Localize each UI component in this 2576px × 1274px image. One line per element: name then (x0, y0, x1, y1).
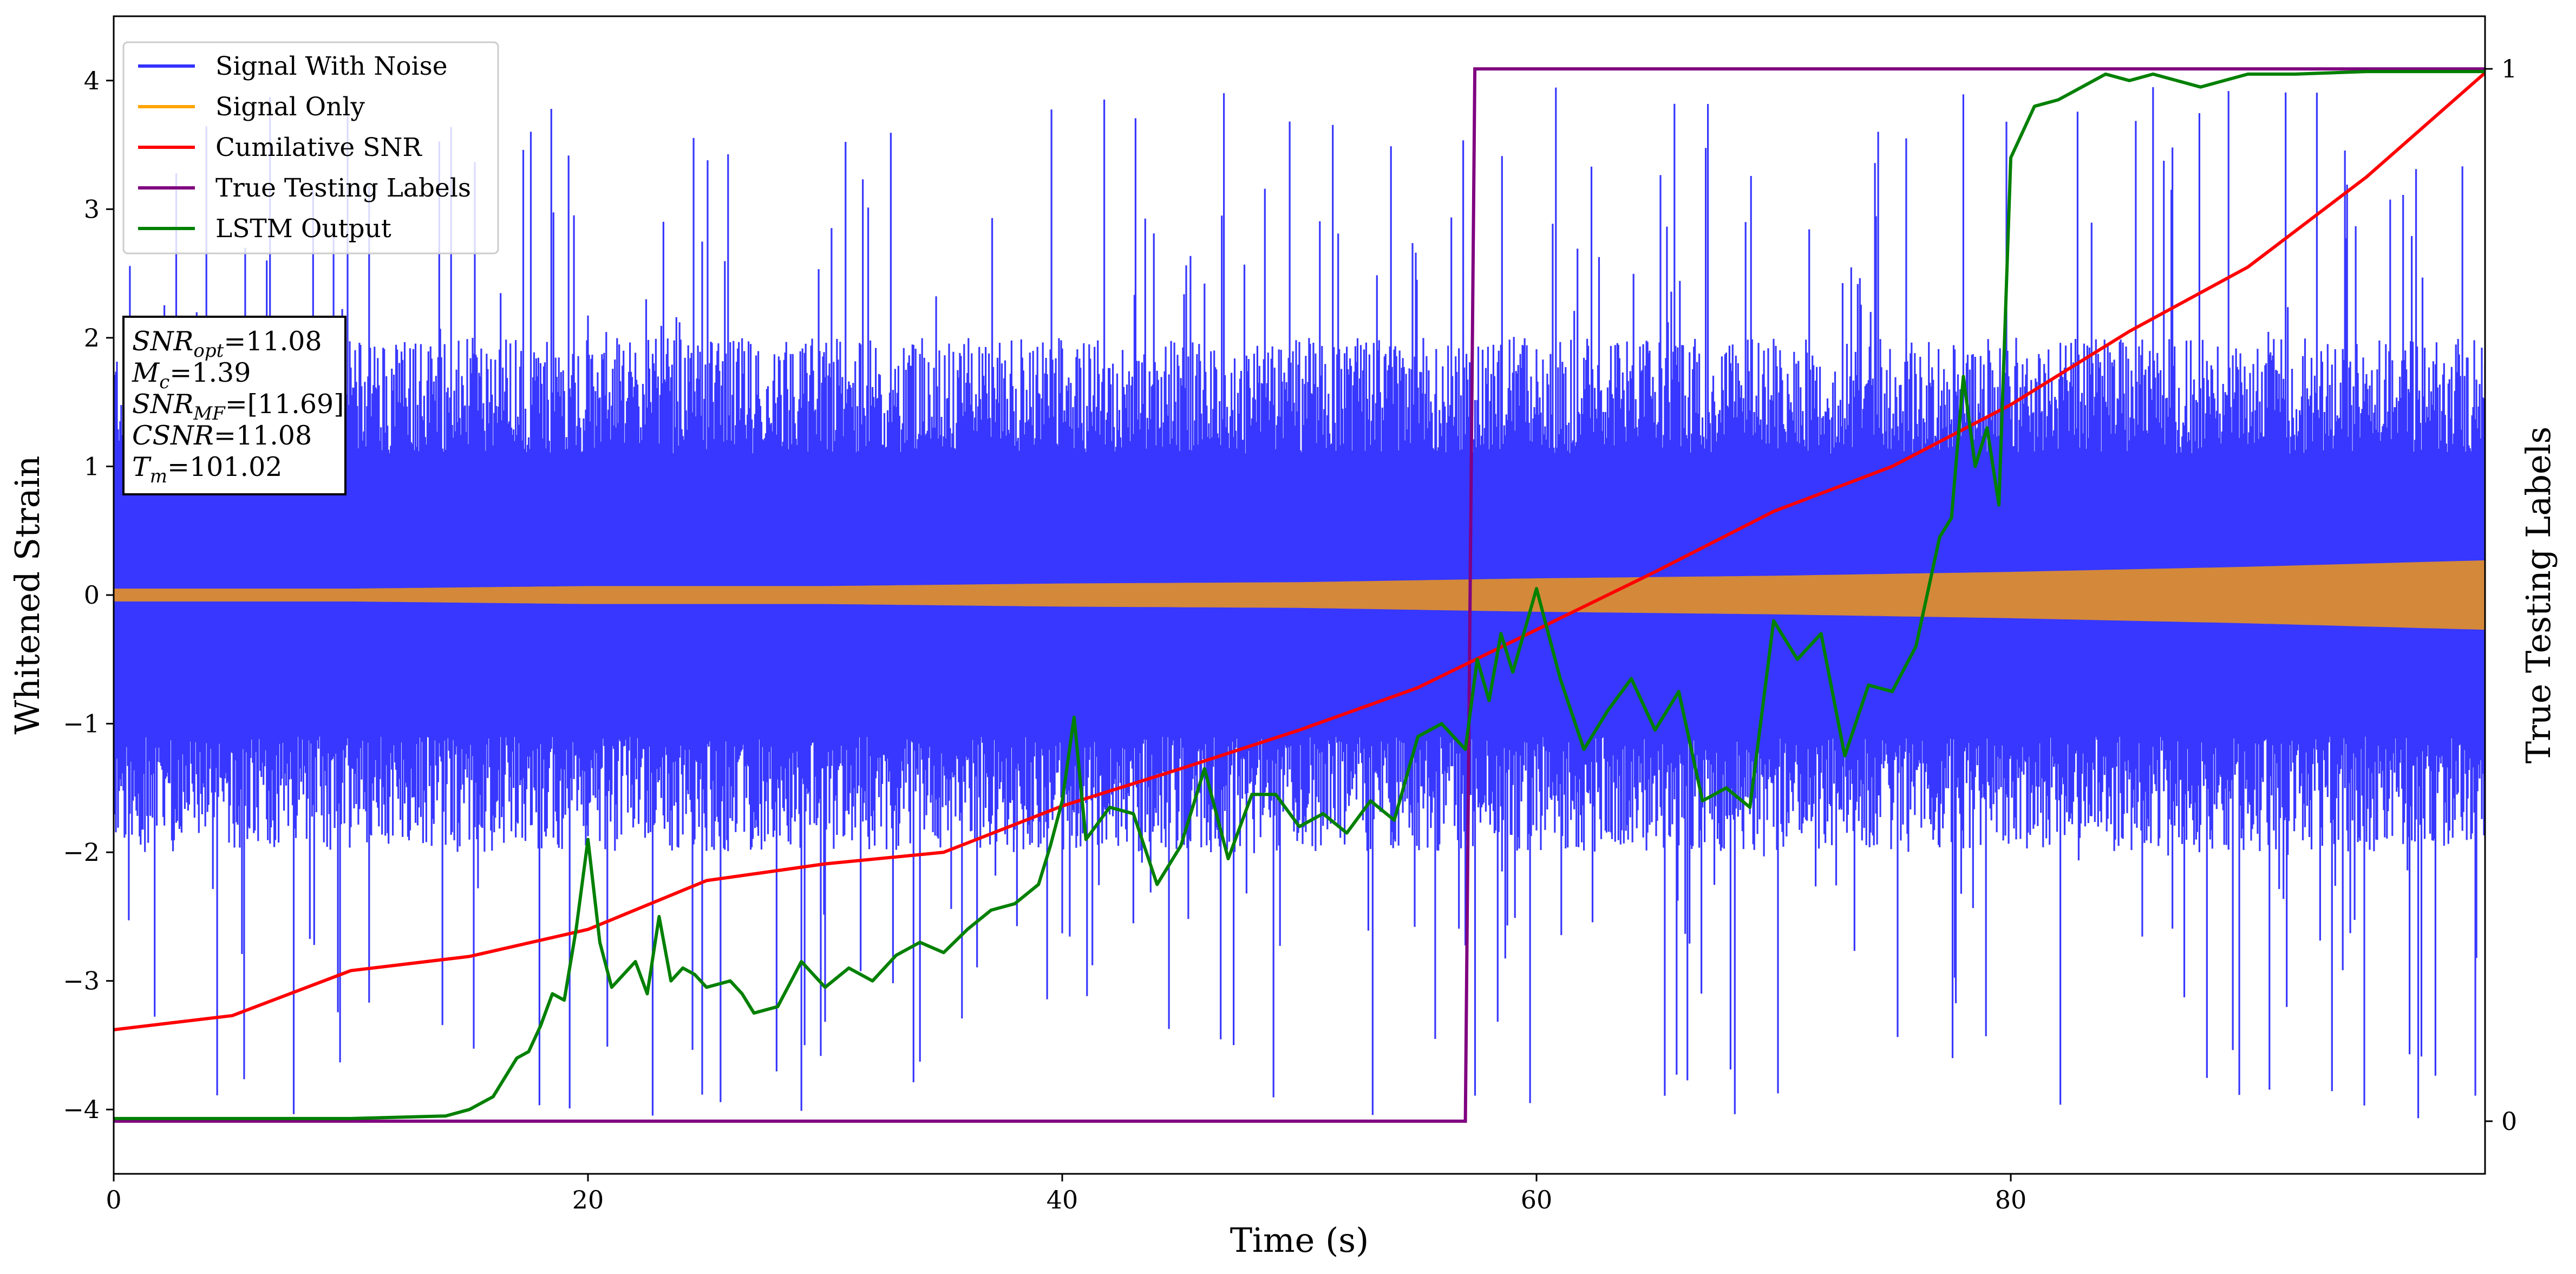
x-axis-label: Time (s) (1230, 1220, 1369, 1260)
cumulative-snr-line (114, 71, 2485, 1031)
y-tick-label: −1 (63, 709, 100, 739)
legend-entry-label: Cumilative SNR (215, 133, 422, 162)
info-line: Tm=101.02 (132, 452, 282, 487)
true-testing-labels-line (114, 67, 2485, 1123)
info-line: Mc=1.39 (132, 357, 251, 393)
x-tick-label: 20 (572, 1185, 604, 1214)
y2-axis-label: True Testing Labels (2519, 427, 2558, 764)
info-line: SNRopt=11.08 (132, 326, 322, 362)
signal-only-series (114, 560, 2485, 630)
lstm-output-line (114, 70, 2485, 1120)
y-tick-label: −3 (63, 966, 100, 996)
y-tick-label: 1 (84, 452, 100, 481)
y-tick-label: 4 (84, 66, 100, 95)
info-line: CSNR=11.08 (132, 420, 312, 451)
legend-entry-label: True Testing Labels (215, 173, 471, 203)
signal-only-band (114, 560, 2485, 630)
legend-box (122, 41, 499, 254)
x-tick-label: 40 (1047, 1185, 1078, 1214)
y-tick-label: 3 (84, 194, 100, 224)
y-axis-label: Whitened Strain (8, 456, 47, 735)
legend-entry-label: Signal With Noise (215, 51, 448, 81)
y-tick-label: −2 (63, 838, 100, 867)
legend-entry-label: LSTM Output (215, 214, 391, 244)
y-tick-label: 0 (84, 580, 100, 610)
info-box-frame (122, 316, 346, 495)
info-line: SNRMF=[11.69] (132, 389, 344, 424)
x-tick-label: 0 (106, 1185, 121, 1214)
y-tick-label: 2 (84, 323, 100, 352)
y2-tick-label: 0 (2501, 1107, 2517, 1136)
y-tick-label: −4 (63, 1095, 100, 1124)
y2-tick-label: 1 (2501, 54, 2517, 83)
info-annotation-box: SNRopt=11.08Mc=1.39SNRMF=[11.69]CSNR=11.… (122, 316, 346, 495)
x-tick-label: 80 (1995, 1185, 2027, 1214)
x-tick-label: 60 (1521, 1185, 1553, 1214)
legend: Signal With Noise Signal Only Cumilative S… (122, 41, 499, 254)
legend-entry-label: Signal Only (215, 92, 365, 122)
